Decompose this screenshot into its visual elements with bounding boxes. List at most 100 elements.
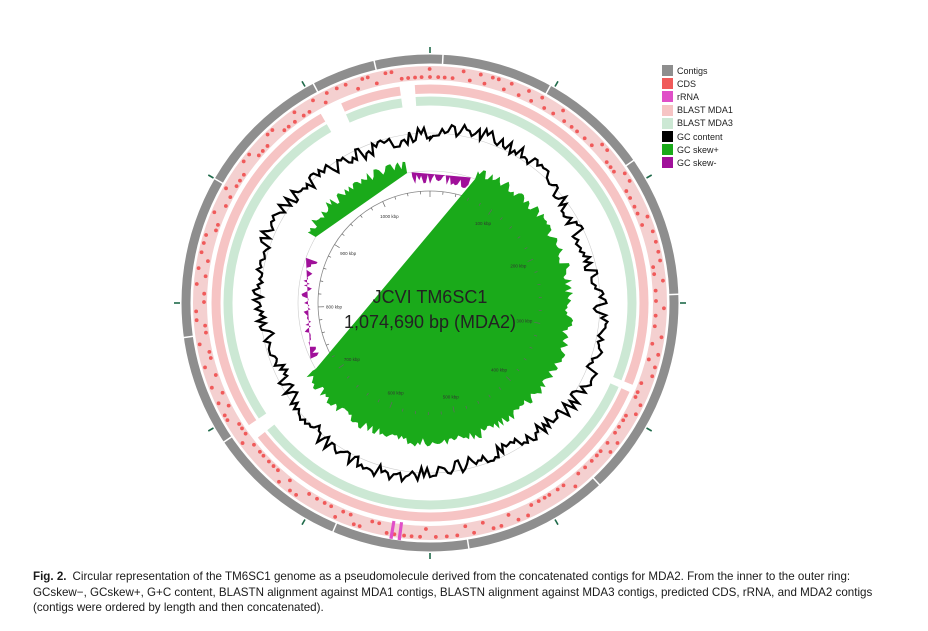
scale-tick — [382, 201, 386, 208]
gc-skew-negative — [411, 172, 471, 188]
cds-feature — [575, 129, 579, 134]
cds-feature — [207, 350, 212, 354]
gc-skew-positive — [307, 161, 408, 237]
cds-feature — [237, 422, 242, 426]
cds-feature — [608, 165, 613, 170]
scale-tick-label: 400 kbp — [491, 368, 508, 373]
cds-feature — [260, 149, 265, 153]
cds-feature — [256, 153, 261, 158]
cds-feature — [516, 93, 521, 98]
outer-tick — [301, 519, 306, 526]
outer-tick — [554, 519, 559, 526]
cds-feature — [258, 449, 262, 454]
cds-feature — [213, 373, 218, 377]
cds-feature — [194, 309, 199, 314]
scale-tick — [366, 392, 369, 396]
cds-feature — [419, 75, 424, 80]
contig-boundary — [466, 538, 470, 550]
cds-feature — [624, 413, 628, 418]
cds-feature — [374, 81, 379, 86]
cds-feature — [238, 178, 242, 183]
cds-feature — [605, 148, 610, 153]
rrna-feature — [397, 521, 404, 541]
legend-item: CDS — [662, 77, 772, 90]
cds-feature — [265, 144, 270, 148]
cds-feature — [594, 453, 599, 458]
cds-feature — [226, 403, 231, 408]
cds-feature — [360, 77, 365, 81]
cds-feature — [633, 412, 638, 417]
cds-feature — [436, 75, 441, 80]
cds-feature — [433, 535, 438, 539]
scale-tick — [407, 193, 409, 197]
cds-feature — [662, 306, 666, 311]
cds-feature — [196, 266, 201, 271]
scale-tick — [488, 394, 491, 398]
cds-feature — [442, 75, 447, 80]
cds-feature — [343, 82, 348, 87]
cds-feature — [650, 229, 655, 234]
cds-feature — [277, 479, 281, 484]
cds-feature — [329, 504, 334, 509]
cds-feature — [286, 124, 291, 129]
scale-tick — [350, 223, 354, 227]
legend-label: GC skew+ — [677, 144, 719, 155]
cds-feature — [389, 70, 394, 75]
cds-feature — [659, 335, 664, 340]
cds-feature — [605, 441, 610, 445]
cds-feature — [322, 501, 327, 505]
cds-feature — [418, 534, 422, 539]
scale-tick — [338, 364, 344, 369]
cds-feature — [604, 160, 609, 165]
legend-item: GC skew+ — [662, 143, 772, 156]
cds-feature — [206, 259, 210, 264]
cds-feature — [212, 210, 217, 215]
cds-feature — [223, 204, 228, 208]
cds-feature — [220, 390, 225, 395]
cds-feature — [409, 534, 414, 539]
blast-gap — [320, 102, 351, 134]
cds-feature — [307, 109, 312, 114]
cds-feature — [482, 81, 487, 86]
cds-ring-bg — [193, 66, 667, 540]
cds-feature — [598, 449, 603, 454]
cds-feature — [615, 441, 620, 445]
cds-feature — [561, 108, 565, 113]
cds-feature — [608, 450, 613, 454]
legend-item: GC skew- — [662, 156, 772, 169]
cds-feature — [496, 77, 501, 82]
scale-tick — [341, 233, 345, 236]
cds-feature — [509, 81, 514, 86]
scale-tick — [498, 387, 502, 390]
cds-feature — [241, 172, 246, 177]
cds-feature — [640, 223, 645, 227]
scale-tick — [377, 399, 380, 403]
cds-feature — [194, 318, 199, 323]
cds-feature — [551, 111, 556, 116]
scale-tick — [334, 244, 340, 248]
scale-tick — [321, 331, 326, 334]
cds-feature — [240, 426, 244, 431]
cds-feature — [526, 513, 530, 518]
cds-feature — [658, 258, 663, 263]
scale-tick — [477, 400, 480, 404]
cds-feature — [261, 453, 266, 458]
scale-tick — [346, 375, 350, 379]
cds-feature — [501, 87, 506, 92]
cds-feature — [247, 152, 252, 157]
cds-feature — [424, 527, 428, 531]
cds-feature — [216, 401, 221, 406]
cds-feature — [204, 330, 208, 335]
cds-feature — [635, 390, 640, 395]
cds-feature — [282, 128, 287, 133]
cds-feature — [480, 520, 485, 525]
scale-tick — [523, 358, 527, 361]
cds-feature — [562, 119, 567, 124]
cds-feature — [406, 76, 411, 80]
scale-tick — [467, 197, 469, 201]
scale-tick — [402, 408, 404, 412]
scale-tick — [454, 193, 457, 198]
genome-circle-map: 100 kbp 200 kbp 300 kbp 400 kbp 500 kbp 600 k… — [174, 47, 686, 559]
legend-item: GC content — [662, 130, 772, 143]
cds-feature — [633, 395, 638, 399]
